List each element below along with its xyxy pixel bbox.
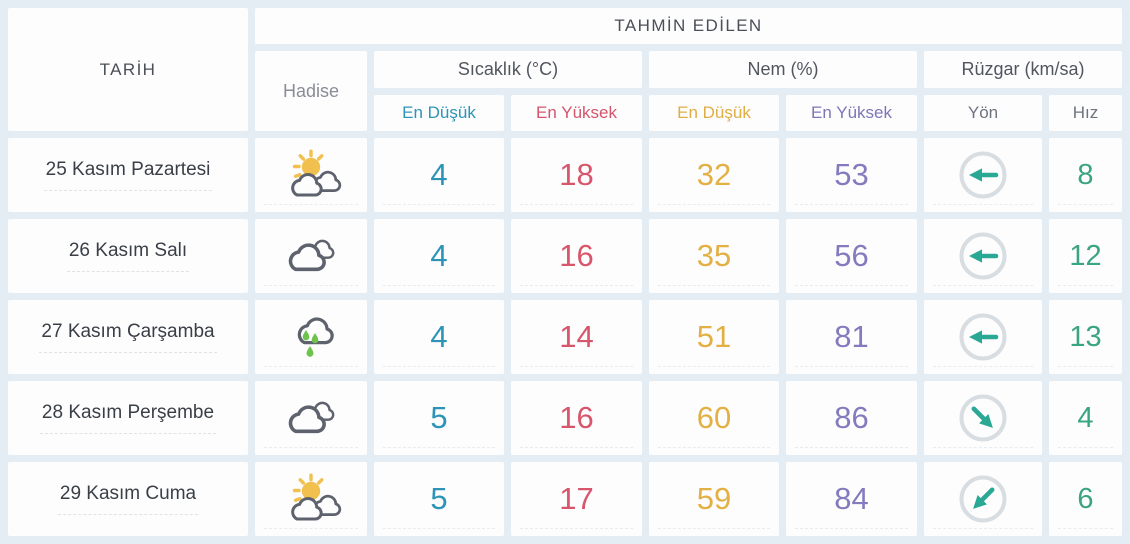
wind-direction-arrow-icon — [958, 474, 1008, 524]
temp-max-cell: 14 — [511, 300, 642, 374]
temp-min-cell: 4 — [374, 138, 504, 212]
humidity-min-cell: 32 — [649, 138, 779, 212]
subheader-temp-max: En Yüksek — [511, 95, 642, 131]
wind-speed-cell: 8 — [1049, 138, 1122, 212]
humidity-min-cell: 35 — [649, 219, 779, 293]
date-cell: 28 Kasım Perşembe — [8, 381, 248, 455]
column-header-humidity: Nem (%) — [649, 51, 917, 88]
date-cell: 26 Kasım Salı — [8, 219, 248, 293]
wind-speed-cell: 6 — [1049, 462, 1122, 536]
temp-min-cell: 5 — [374, 462, 504, 536]
humidity-min-cell: 59 — [649, 462, 779, 536]
temp-min-cell: 4 — [374, 300, 504, 374]
temp-min-cell: 5 — [374, 381, 504, 455]
wind-direction-cell — [924, 462, 1042, 536]
wind-direction-arrow-icon — [958, 231, 1008, 281]
subheader-humidity-min: En Düşük — [649, 95, 779, 131]
date-cell: 27 Kasım Çarşamba — [8, 300, 248, 374]
humidity-max-cell: 86 — [786, 381, 917, 455]
condition-cell — [255, 138, 367, 212]
humidity-min-cell: 51 — [649, 300, 779, 374]
sun-behind-clouds-icon — [280, 473, 342, 525]
wind-direction-arrow-icon — [958, 150, 1008, 200]
column-header-date: TARİH — [8, 8, 248, 131]
subheader-temp-min: En Düşük — [374, 95, 504, 131]
date-label: 27 Kasım Çarşamba — [39, 321, 217, 353]
condition-cell — [255, 462, 367, 536]
humidity-min-cell: 60 — [649, 381, 779, 455]
date-label: 26 Kasım Salı — [66, 240, 190, 272]
temp-min-cell: 4 — [374, 219, 504, 293]
date-cell: 29 Kasım Cuma — [8, 462, 248, 536]
column-header-wind: Rüzgar (km/sa) — [924, 51, 1122, 88]
wind-speed-cell: 4 — [1049, 381, 1122, 455]
humidity-max-cell: 53 — [786, 138, 917, 212]
humidity-max-cell: 81 — [786, 300, 917, 374]
cloudy-icon — [282, 235, 340, 277]
wind-direction-cell — [924, 381, 1042, 455]
rainy-icon — [284, 311, 338, 363]
wind-direction-arrow-icon — [958, 393, 1008, 443]
wind-speed-cell: 12 — [1049, 219, 1122, 293]
column-header-predicted: TAHMİN EDİLEN — [255, 8, 1122, 44]
wind-direction-arrow-icon — [958, 312, 1008, 362]
date-cell: 25 Kasım Pazartesi — [8, 138, 248, 212]
subheader-wind-direction: Yön — [924, 95, 1042, 131]
wind-direction-cell — [924, 138, 1042, 212]
date-label: 29 Kasım Cuma — [57, 483, 199, 515]
sun-behind-clouds-icon — [280, 149, 342, 201]
condition-cell — [255, 300, 367, 374]
column-header-condition: Hadise — [255, 51, 367, 131]
wind-direction-cell — [924, 300, 1042, 374]
condition-cell — [255, 219, 367, 293]
temp-max-cell: 16 — [511, 219, 642, 293]
column-header-temperature: Sıcaklık (°C) — [374, 51, 642, 88]
date-label: 25 Kasım Pazartesi — [43, 159, 213, 191]
humidity-max-cell: 84 — [786, 462, 917, 536]
wind-speed-cell: 13 — [1049, 300, 1122, 374]
temp-max-cell: 16 — [511, 381, 642, 455]
condition-cell — [255, 381, 367, 455]
temp-max-cell: 17 — [511, 462, 642, 536]
humidity-max-cell: 56 — [786, 219, 917, 293]
wind-direction-cell — [924, 219, 1042, 293]
cloudy-icon — [282, 397, 340, 439]
temp-max-cell: 18 — [511, 138, 642, 212]
subheader-humidity-max: En Yüksek — [786, 95, 917, 131]
subheader-wind-speed: Hız — [1049, 95, 1122, 131]
date-label: 28 Kasım Perşembe — [39, 402, 217, 434]
